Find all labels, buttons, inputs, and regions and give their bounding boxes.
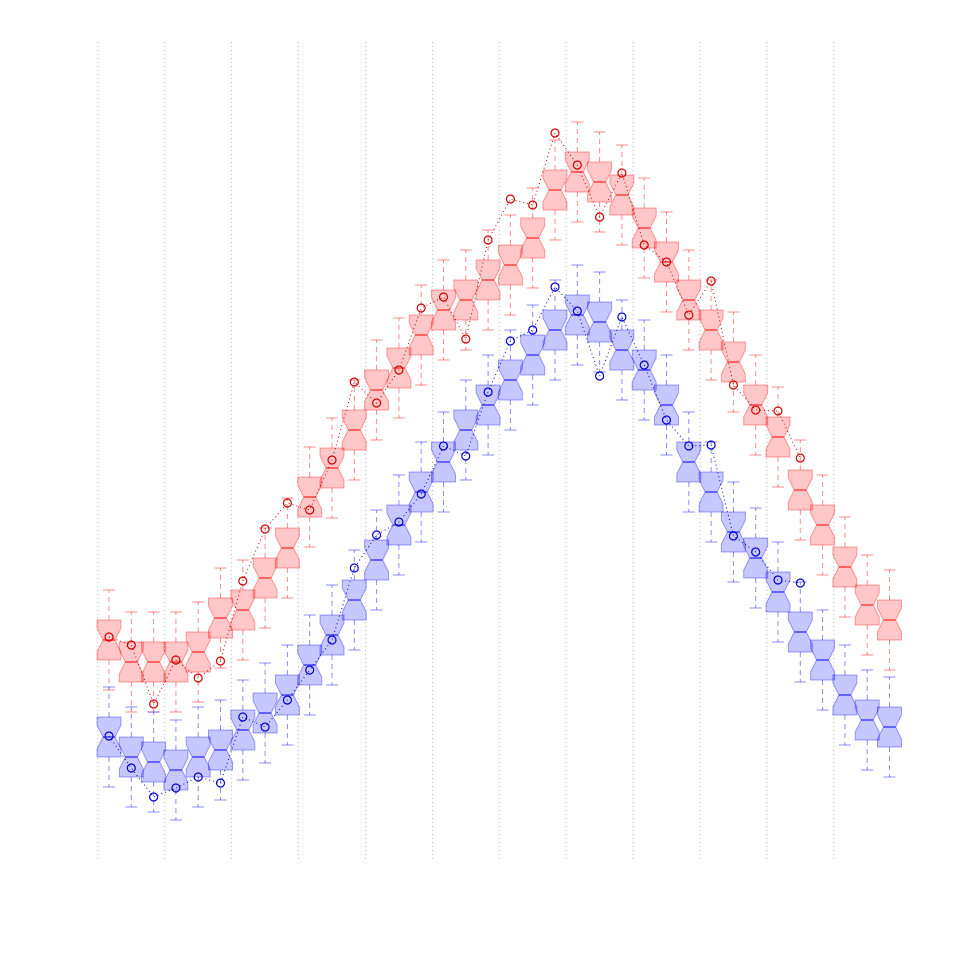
observed-point	[215, 656, 226, 666]
observed-point	[706, 440, 716, 450]
observed-point	[282, 498, 292, 508]
observed-point	[728, 380, 739, 390]
observed-point	[461, 334, 471, 344]
observed-point	[349, 377, 359, 387]
observed-point	[260, 524, 270, 534]
observed-point	[773, 575, 783, 585]
observed-point	[416, 303, 426, 313]
observed-point	[728, 531, 739, 541]
observed-point	[416, 489, 426, 499]
observed-point	[751, 405, 761, 415]
observed-point	[461, 451, 471, 461]
observed-point	[305, 665, 315, 675]
observed-point	[104, 731, 114, 741]
observed-point	[104, 632, 114, 642]
observed-point	[193, 772, 203, 782]
series	[96, 264, 902, 821]
observed-point	[171, 783, 181, 793]
observed-point	[528, 200, 538, 210]
observed-point	[795, 453, 805, 463]
observed-point	[372, 530, 382, 540]
observed-point	[639, 360, 649, 370]
observed-point	[684, 310, 694, 320]
observed-point	[617, 312, 627, 322]
observed-point	[795, 578, 805, 588]
observed-point	[572, 306, 582, 316]
observed-point	[349, 563, 359, 573]
observed-point	[372, 398, 382, 408]
observed-point	[215, 778, 226, 788]
observed-point	[260, 722, 270, 732]
observed-point	[661, 257, 672, 267]
observed-point	[193, 673, 203, 683]
observed-point	[483, 235, 493, 245]
observed-point	[305, 505, 315, 515]
observed-point	[706, 276, 716, 286]
observed-point	[394, 365, 404, 375]
observed-point	[684, 441, 694, 451]
observed-point	[528, 325, 538, 335]
observed-point	[327, 635, 337, 645]
observed-point	[238, 576, 248, 586]
observed-point	[617, 168, 627, 178]
observed-point	[550, 128, 560, 138]
observed-point	[282, 695, 292, 705]
observed-point	[438, 441, 449, 451]
observed-point	[550, 282, 560, 292]
observed-point	[661, 415, 672, 425]
observed-point	[149, 699, 159, 709]
observed-point	[751, 547, 761, 557]
observed-point	[126, 763, 136, 773]
observed-point	[773, 406, 783, 416]
observed-point	[171, 655, 181, 665]
observed-point	[126, 640, 136, 650]
observed-point	[438, 292, 449, 302]
observed-point	[639, 240, 649, 250]
observed-point	[505, 194, 515, 204]
series	[96, 121, 902, 713]
observed-point	[572, 160, 582, 170]
observed-point	[327, 455, 337, 465]
observed-line	[108, 286, 801, 798]
observed-point	[505, 336, 515, 346]
observed-point	[149, 792, 159, 802]
observed-point	[594, 212, 605, 222]
observed-point	[594, 371, 605, 381]
observed-point	[483, 387, 493, 397]
observed-point	[394, 517, 404, 527]
observed-point	[238, 712, 248, 722]
